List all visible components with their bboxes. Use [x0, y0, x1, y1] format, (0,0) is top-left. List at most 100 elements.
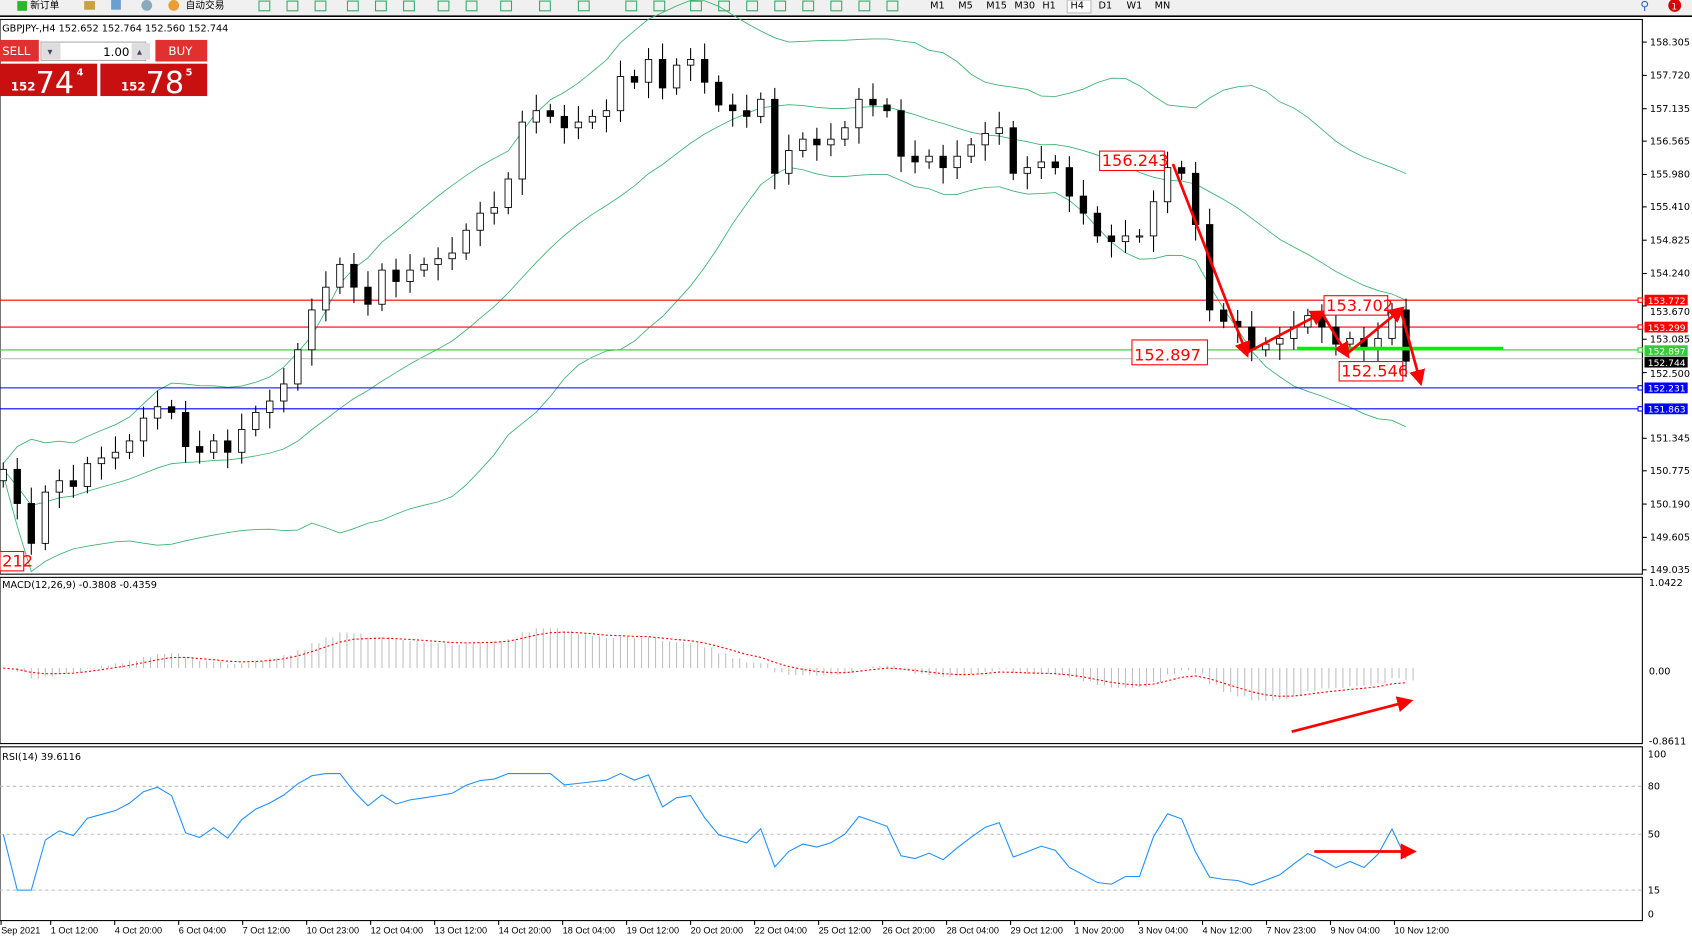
candle [111, 436, 120, 470]
timeframe-H4[interactable]: H4 [1066, 0, 1092, 14]
date-tick: 7 Nov 23:00 [1267, 926, 1316, 936]
price-tick: 157.720 [1650, 71, 1690, 82]
candle [462, 223, 470, 260]
volume-increase-button[interactable] [131, 43, 150, 60]
signal-icon[interactable] [141, 0, 153, 11]
timeframe-M1[interactable]: M1 [930, 1, 945, 12]
timeframe-H1[interactable]: H1 [1042, 1, 1055, 12]
bollinger-upper [2, 0, 1407, 464]
price-label: 153.702 [1326, 296, 1393, 315]
date-tick: 25 Oct 12:00 [819, 926, 871, 936]
candle [911, 140, 919, 174]
indicators-icon[interactable] [500, 0, 513, 12]
equidistant-channel-icon[interactable] [774, 0, 787, 12]
rsi-tick: 100 [1648, 750, 1667, 761]
macd-panel[interactable] [3, 628, 1414, 734]
candle [1107, 224, 1116, 258]
chart-bar-icon[interactable] [258, 0, 271, 12]
buy-price-sup: 5 [186, 68, 193, 79]
buy-button[interactable]: BUY 152 78 5 [100, 39, 208, 101]
text-icon[interactable] [830, 0, 843, 12]
cursor-icon[interactable] [625, 0, 638, 12]
trend-arrow[interactable] [1399, 309, 1426, 387]
macd-trend-arrow[interactable] [1291, 696, 1414, 734]
trend-arrow[interactable] [1171, 163, 1250, 358]
candle [392, 258, 400, 298]
auto-trading-button[interactable]: 自动交易 [168, 0, 224, 12]
candle [672, 58, 681, 95]
timeframe-D1[interactable]: D1 [1099, 1, 1113, 12]
level-handle[interactable] [1637, 324, 1643, 330]
candle [813, 127, 821, 161]
date-tick: 29 Oct 12:00 [1011, 926, 1063, 936]
candle [1009, 120, 1017, 181]
price-label-box[interactable] [1338, 360, 1404, 382]
price-tick: 150.190 [1650, 499, 1690, 510]
candle [364, 271, 372, 316]
price-label-box[interactable] [1131, 339, 1209, 366]
candle [1276, 327, 1284, 361]
timeframe-M5[interactable]: M5 [958, 1, 973, 12]
periods-icon[interactable] [539, 0, 551, 12]
gold-icon[interactable] [84, 1, 95, 10]
candle [1135, 229, 1144, 243]
price-tick: 149.035 [1650, 565, 1690, 576]
price-chart[interactable]: 156.243 153.702 152.897 152.546 212 [0, 0, 1643, 573]
zoom-out-icon[interactable] [374, 0, 387, 12]
crosshair-icon[interactable] [653, 0, 666, 12]
price-label: 156.243 [1102, 151, 1169, 170]
level-handle[interactable] [1637, 297, 1643, 303]
chart-shift-icon[interactable] [465, 0, 478, 12]
level-handle[interactable] [1637, 385, 1643, 391]
candle [125, 434, 134, 460]
label-icon[interactable] [858, 0, 871, 12]
candle [378, 263, 386, 312]
level-handle[interactable] [1637, 347, 1643, 353]
trend-arrow[interactable] [1345, 306, 1405, 356]
timeframe-M30[interactable]: M30 [1014, 1, 1035, 12]
price-label-box[interactable] [0, 550, 25, 572]
vertical-line-icon[interactable] [690, 0, 702, 12]
candle [1093, 206, 1102, 243]
candle [546, 103, 555, 124]
price-label-box[interactable] [1099, 150, 1165, 172]
timeframe-W1[interactable]: W1 [1127, 1, 1143, 12]
trend-arrow[interactable] [1245, 310, 1327, 355]
candle [83, 456, 92, 494]
search-icon[interactable]: ⚲ [1640, 0, 1649, 13]
volume-input[interactable]: 1.00 [103, 45, 129, 59]
candle [1037, 145, 1045, 180]
timeframe-MN[interactable]: MN [1155, 1, 1171, 12]
sell-button[interactable]: SELL 152 74 4 [0, 39, 98, 101]
candles-icon[interactable] [286, 0, 299, 12]
date-tick: 28 Oct 04:00 [947, 926, 999, 936]
date-tick: 9 Nov 04:00 [1331, 926, 1380, 936]
candle [308, 298, 316, 366]
arrows-icon[interactable] [886, 0, 899, 12]
tile-icon[interactable] [403, 0, 415, 12]
price-label-box[interactable] [1323, 295, 1389, 316]
rsi-panel[interactable] [0, 772, 1643, 891]
templates-icon[interactable] [577, 0, 590, 12]
trend-arrow[interactable] [1320, 312, 1350, 359]
timeframe-M15[interactable]: M15 [986, 1, 1007, 12]
new-order-button[interactable]: 新订单 [17, 0, 60, 12]
candle [785, 134, 793, 185]
fibonacci-icon[interactable] [802, 0, 815, 12]
date-tick: 20 Oct 20:00 [691, 926, 743, 936]
timeframe-label: H4 [1070, 1, 1083, 12]
trendline-icon[interactable] [746, 0, 759, 12]
date-tick: 1 Oct 12:00 [51, 926, 98, 936]
autoscroll-icon[interactable] [437, 0, 450, 12]
candle [406, 254, 414, 293]
timeframe-label: M1 [930, 1, 945, 12]
candle [420, 257, 428, 277]
level-handle[interactable] [1637, 406, 1643, 412]
line-chart-icon[interactable] [314, 0, 327, 12]
level-price-tag [1644, 321, 1688, 333]
zoom-in-icon[interactable] [346, 0, 359, 12]
volume-decrease-button[interactable] [42, 43, 61, 60]
notification-icon[interactable] [1668, 0, 1682, 12]
terminal-icon[interactable] [111, 0, 121, 10]
candle [757, 92, 765, 124]
